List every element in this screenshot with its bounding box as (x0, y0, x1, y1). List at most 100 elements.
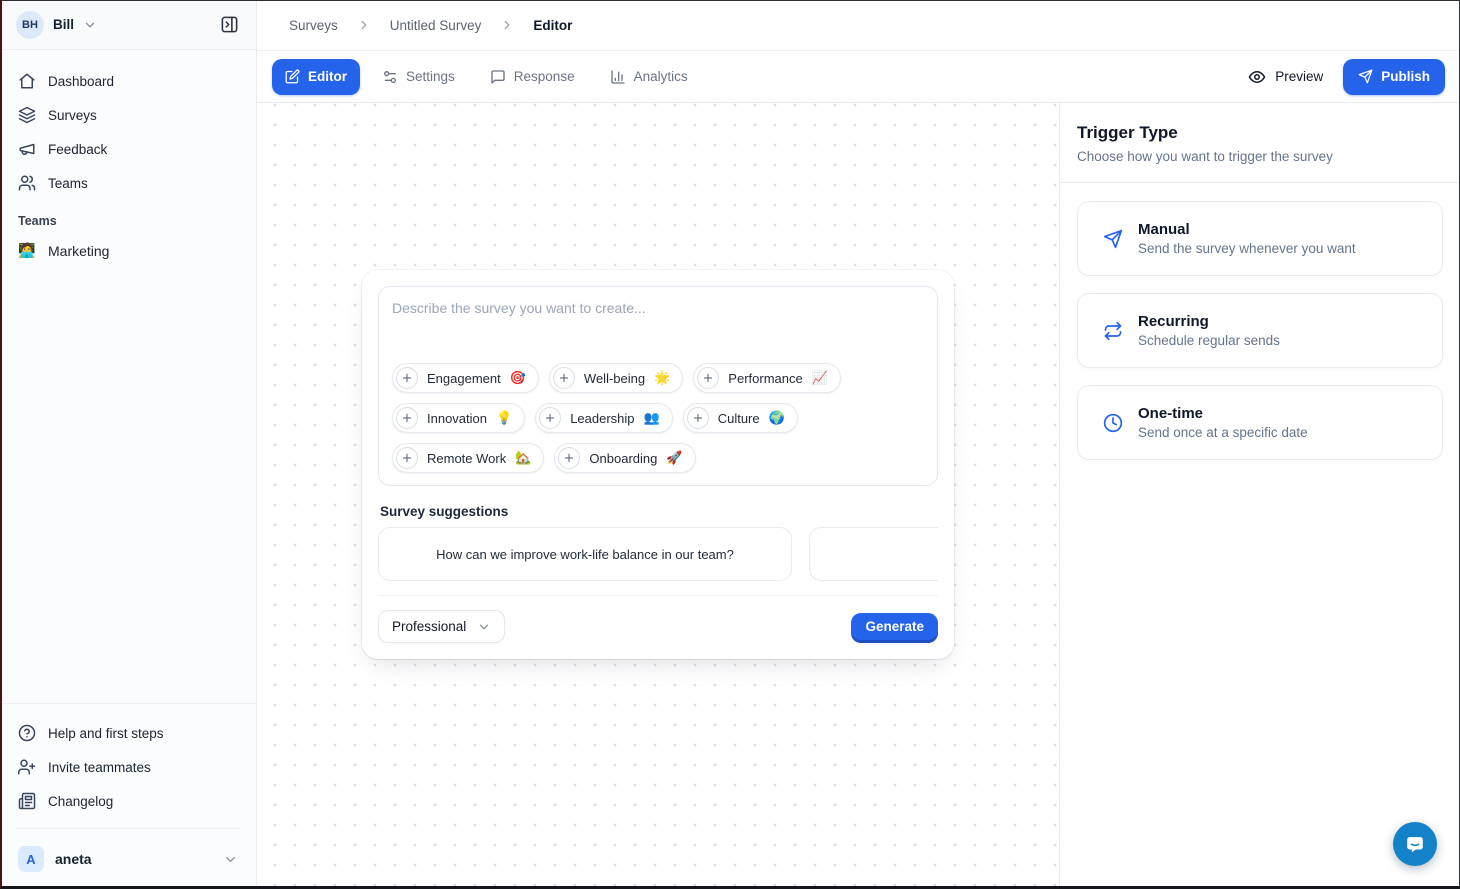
help-circle-icon (18, 724, 36, 742)
chevron-down-icon (223, 852, 238, 867)
sidebar-item-label: Changelog (48, 793, 114, 809)
option-title: Manual (1138, 221, 1190, 238)
chat-bubble-icon (1404, 833, 1426, 855)
trigger-type-panel: Trigger Type Choose how you want to trig… (1059, 103, 1460, 889)
sidebar-item-label: Teams (48, 175, 88, 191)
user-name: aneta (55, 851, 92, 867)
topic-chip-onboarding[interactable]: Onboarding 🚀 (554, 443, 696, 473)
option-title: Recurring (1138, 313, 1209, 330)
sidebar-item-invite[interactable]: Invite teammates (10, 750, 246, 784)
megaphone-icon (18, 140, 36, 158)
trigger-option-one-time[interactable]: One-time Send once at a specific date (1077, 385, 1443, 460)
plus-icon (539, 407, 562, 429)
option-description: Schedule regular sends (1138, 333, 1280, 348)
tab-editor[interactable]: Editor (272, 58, 360, 95)
plus-icon (552, 367, 575, 389)
topic-chip-remote-work[interactable]: Remote Work 🏡 (392, 443, 545, 473)
breadcrumb-untitled-survey[interactable]: Untitled Survey (389, 17, 482, 33)
editor-canvas[interactable]: Engagement 🎯 Well-being 🌟 Performance (257, 103, 1059, 889)
chip-label: Well-being (583, 370, 646, 386)
sidebar: BH Bill Dashboard (0, 0, 257, 889)
publish-button[interactable]: Publish (1343, 58, 1445, 95)
chevron-down-icon (477, 620, 491, 634)
sidebar-item-teams[interactable]: Teams (10, 166, 246, 200)
tone-select[interactable]: Professional (378, 610, 506, 643)
tab-label: Response (513, 69, 575, 84)
main-area: Surveys Untitled Survey Editor Editor (257, 0, 1460, 889)
chip-emoji: 👥 (643, 410, 660, 426)
team-label: Marketing (48, 243, 110, 259)
chip-emoji: 🎯 (509, 370, 526, 386)
chip-label: Onboarding (589, 450, 658, 466)
suggestions-title: Survey suggestions (380, 504, 509, 519)
option-title: One-time (1138, 405, 1204, 422)
topic-chip-culture[interactable]: Culture 🌍 (682, 403, 798, 433)
trigger-option-manual[interactable]: Manual Send the survey whenever you want (1077, 201, 1443, 276)
editor-toolbar: Editor Settings Response Analytics (257, 50, 1460, 103)
sidebar-item-team-marketing[interactable]: 🧑‍💻 Marketing (10, 235, 246, 267)
tab-response[interactable]: Response (477, 59, 588, 95)
chip-emoji: 📈 (811, 370, 828, 386)
topic-chip-well-being[interactable]: Well-being 🌟 (548, 363, 684, 393)
pen-square-icon (285, 69, 300, 84)
tab-analytics[interactable]: Analytics (597, 59, 701, 95)
preview-button[interactable]: Preview (1240, 62, 1331, 92)
chat-launcher-button[interactable] (1393, 822, 1437, 866)
sidebar-item-feedback[interactable]: Feedback (10, 132, 246, 166)
sidebar-item-surveys[interactable]: Surveys (10, 98, 246, 132)
message-square-icon (490, 69, 506, 85)
sliders-icon (382, 69, 398, 85)
topic-chip-performance[interactable]: Performance 📈 (693, 363, 841, 393)
topic-chip-engagement[interactable]: Engagement 🎯 (392, 363, 539, 393)
panel-collapse-icon (220, 15, 239, 34)
chip-emoji: 🚀 (666, 450, 683, 466)
sidebar-item-label: Dashboard (48, 73, 115, 89)
workspace-switcher[interactable]: BH Bill (16, 10, 97, 39)
preview-label: Preview (1275, 69, 1324, 84)
toolbar-actions: Preview Publish (1240, 58, 1445, 95)
chip-label: Remote Work (427, 450, 507, 466)
sidebar-collapse-button[interactable] (214, 10, 244, 40)
clock-icon (1103, 413, 1123, 433)
user-avatar: A (18, 846, 44, 872)
suggestion-card[interactable]: What are the main ob (809, 527, 938, 581)
topic-chip-leadership[interactable]: Leadership 👥 (535, 403, 673, 433)
chip-emoji: 🌟 (654, 370, 671, 386)
tab-label: Editor (308, 69, 347, 84)
suggestions-row: How can we improve work-life balance in … (378, 527, 938, 581)
plus-icon (396, 407, 418, 429)
user-plus-icon (18, 758, 36, 776)
chip-emoji: 💡 (496, 410, 513, 426)
suggestion-card[interactable]: How can we improve work-life balance in … (378, 527, 792, 581)
sidebar-item-help[interactable]: Help and first steps (10, 716, 246, 750)
chevron-down-icon (83, 18, 97, 32)
chip-emoji: 🏡 (515, 450, 532, 466)
sidebar-item-label: Help and first steps (48, 725, 164, 741)
survey-description-input[interactable] (392, 300, 924, 363)
topic-chip-innovation[interactable]: Innovation 💡 (392, 403, 526, 433)
trigger-options: Manual Send the survey whenever you want… (1060, 183, 1460, 478)
chip-emoji: 🌍 (768, 410, 785, 426)
sidebar-item-label: Surveys (48, 107, 97, 123)
sidebar-header: BH Bill (0, 0, 256, 50)
breadcrumb-surveys[interactable]: Surveys (289, 17, 338, 33)
tab-settings[interactable]: Settings (369, 59, 468, 95)
trigger-option-recurring[interactable]: Recurring Schedule regular sends (1077, 293, 1443, 368)
sidebar-nav: Dashboard Surveys Feedback Teams (0, 50, 256, 703)
option-text: Recurring Schedule regular sends (1138, 313, 1280, 348)
composer-footer: Professional Generate (378, 595, 938, 643)
chip-label: Culture (717, 410, 760, 426)
sidebar-item-dashboard[interactable]: Dashboard (10, 64, 246, 98)
send-icon (1358, 69, 1373, 84)
plus-icon (686, 407, 709, 429)
chip-label: Performance (728, 370, 803, 386)
plus-icon (558, 447, 581, 469)
bar-chart-icon (610, 69, 626, 85)
option-description: Send once at a specific date (1138, 425, 1308, 440)
generate-button[interactable]: Generate (851, 613, 938, 640)
tab-label: Analytics (633, 69, 688, 84)
user-menu[interactable]: A aneta (10, 839, 246, 879)
eye-icon (1248, 68, 1266, 86)
sidebar-item-changelog[interactable]: Changelog (10, 784, 246, 818)
home-icon (18, 72, 36, 90)
